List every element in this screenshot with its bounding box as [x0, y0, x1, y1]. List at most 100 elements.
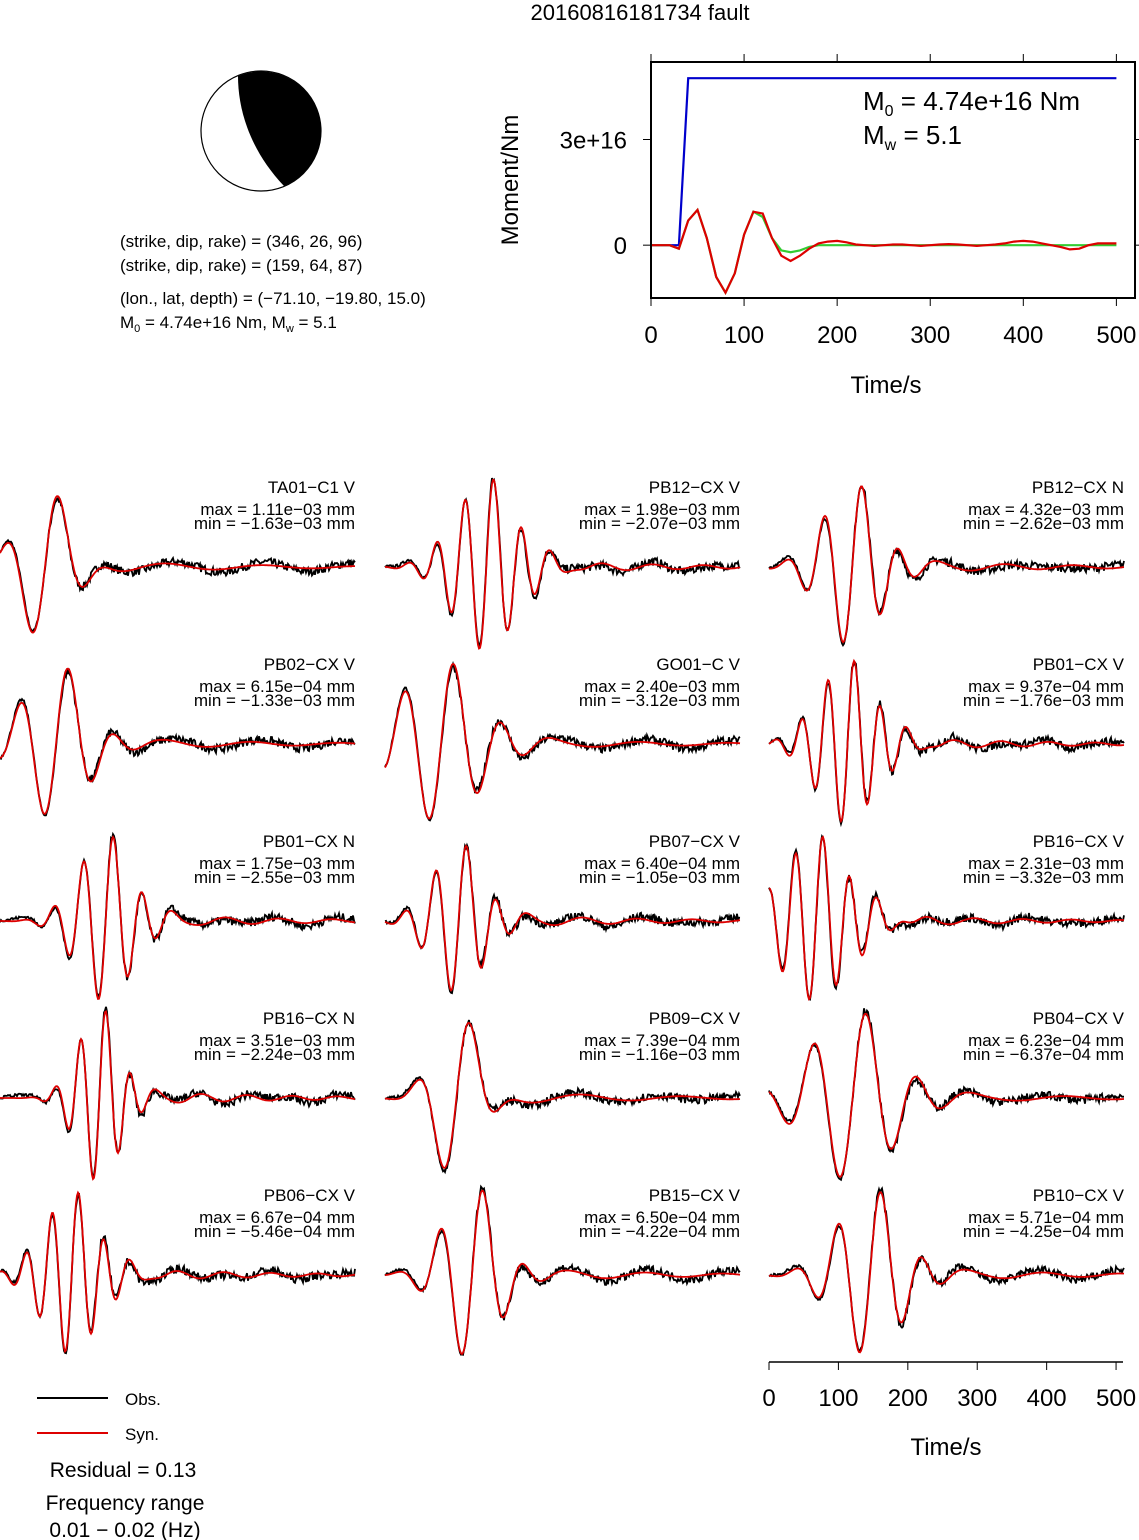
station-min: min = −3.12e−03 mm: [579, 691, 740, 710]
station-max: max = 9.37e−04 mm: [968, 677, 1124, 696]
text: M: [120, 313, 134, 332]
text: = 4.74e+16 Nm, M: [140, 313, 286, 332]
x-tick-label: 300: [957, 1385, 997, 1412]
synthetic-trace: [768, 485, 1125, 644]
x-tick-label: 0: [762, 1385, 775, 1412]
synthetic-trace: [768, 658, 1125, 824]
x-tick-label: 200: [817, 322, 857, 349]
station-max: max = 6.40e−04 mm: [584, 854, 740, 873]
series-line: [651, 77, 1117, 247]
observed-trace: [384, 1019, 741, 1175]
text: 0: [885, 103, 894, 120]
station-min: min = −1.05e−03 mm: [579, 868, 740, 887]
station-name: PB06−CX V: [264, 1186, 356, 1205]
x-tick-label: 300: [910, 322, 950, 349]
x-tick-label: 400: [1027, 1385, 1067, 1412]
station-min: min = −2.07e−03 mm: [579, 514, 740, 533]
text: M: [863, 86, 885, 116]
x-tick-label: 200: [888, 1385, 928, 1412]
mechanism-text: (strike, dip, rake) = (159, 64, 87): [120, 256, 362, 275]
station-min: min = −1.76e−03 mm: [963, 691, 1124, 710]
station-name: TA01−C1 V: [268, 478, 356, 497]
station-max: max = 6.50e−04 mm: [584, 1208, 740, 1227]
text: M: [863, 120, 885, 150]
synthetic-trace: [768, 835, 1125, 1002]
text: = 4.74e+16 Nm: [894, 86, 1080, 116]
station-min: min = −2.62e−03 mm: [963, 514, 1124, 533]
x-tick-label: 100: [818, 1385, 858, 1412]
annotation: M0 = 4.74e+16 Nm: [863, 86, 1080, 120]
synthetic-trace: [384, 1189, 741, 1356]
text: w: [285, 323, 294, 335]
station-max: max = 2.31e−03 mm: [968, 854, 1124, 873]
station-max: max = 1.75e−03 mm: [199, 854, 355, 873]
beachball-compression: [238, 71, 321, 186]
freq-range: 0.01 − 0.02 (Hz): [49, 1519, 200, 1540]
station-name: PB07−CX V: [649, 832, 741, 851]
station-max: max = 1.11e−03 mm: [200, 500, 355, 519]
x-tick-label: 500: [1096, 322, 1136, 349]
synthetic-trace: [768, 1191, 1125, 1354]
y-tick-label: 0: [614, 233, 627, 260]
station-max: max = 1.98e−03 mm: [584, 500, 740, 519]
x-axis-title: Time/s: [850, 372, 921, 399]
plot-frame: [650, 61, 1136, 299]
freq-title: Frequency range: [46, 1492, 205, 1515]
observed-trace: [768, 661, 1125, 828]
station-min: min = −1.33e−03 mm: [194, 691, 355, 710]
station-max: max = 4.32e−03 mm: [968, 500, 1124, 519]
station-min: min = −5.46e−04 mm: [194, 1222, 355, 1241]
text: = 5.1: [294, 313, 337, 332]
series-line: [651, 207, 1117, 296]
synthetic-trace: [0, 495, 355, 634]
text: w: [884, 137, 897, 154]
mechanism-text: (lon., lat, depth) = (−71.10, −19.80, 15…: [120, 289, 426, 308]
station-min: min = −2.24e−03 mm: [194, 1045, 355, 1064]
annotation: Mw = 5.1: [863, 120, 962, 154]
station-name: PB15−CX V: [649, 1186, 741, 1205]
y-axis-title: Moment/Nm: [497, 115, 524, 246]
mechanism-text: (strike, dip, rake) = (346, 26, 96): [120, 232, 362, 251]
station-max: max = 6.15e−04 mm: [199, 677, 355, 696]
station-name: GO01−C V: [656, 655, 740, 674]
x-tick-label: 100: [724, 322, 764, 349]
residual: Residual = 0.13: [50, 1459, 197, 1482]
synthetic-trace: [0, 1009, 356, 1181]
station-max: max = 6.67e−04 mm: [199, 1208, 355, 1227]
station-max: max = 3.51e−03 mm: [199, 1031, 355, 1050]
station-max: max = 6.23e−04 mm: [968, 1031, 1124, 1050]
station-name: PB16−CX V: [1033, 832, 1125, 851]
station-min: min = −1.63e−03 mm: [194, 514, 355, 533]
station-name: PB10−CX V: [1033, 1186, 1125, 1205]
text: 0: [134, 323, 140, 335]
station-max: max = 2.40e−03 mm: [584, 677, 740, 696]
station-max: max = 5.71e−04 mm: [968, 1208, 1124, 1227]
station-min: min = −4.25e−04 mm: [963, 1222, 1124, 1241]
x-tick-label: 0: [644, 322, 657, 349]
figure-title: 20160816181734 fault: [531, 0, 750, 25]
synthetic-trace: [384, 662, 741, 820]
station-name: PB04−CX V: [1033, 1009, 1125, 1028]
x-tick-label: 400: [1003, 322, 1043, 349]
station-min: min = −2.55e−03 mm: [194, 868, 355, 887]
station-name: PB12−CX V: [649, 478, 741, 497]
station-min: min = −3.32e−03 mm: [963, 868, 1124, 887]
synthetic-trace: [0, 835, 356, 1000]
station-name: PB01−CX V: [1033, 655, 1125, 674]
station-min: min = −6.37e−04 mm: [963, 1045, 1124, 1064]
station-max: max = 7.39e−04 mm: [584, 1031, 740, 1050]
station-min: min = −1.16e−03 mm: [579, 1045, 740, 1064]
station-name: PB09−CX V: [649, 1009, 741, 1028]
text: = 5.1: [896, 120, 962, 150]
legend-label: Syn.: [125, 1425, 159, 1444]
station-name: PB16−CX N: [263, 1009, 355, 1028]
station-name: PB02−CX V: [264, 655, 356, 674]
synthetic-trace: [0, 1190, 356, 1354]
x-axis-title: Time/s: [910, 1434, 981, 1461]
x-tick-label: 500: [1096, 1385, 1136, 1412]
station-name: PB12−CX N: [1032, 478, 1124, 497]
station-min: min = −4.22e−04 mm: [579, 1222, 740, 1241]
beachball: [200, 70, 322, 192]
legend-label: Obs.: [125, 1390, 161, 1409]
